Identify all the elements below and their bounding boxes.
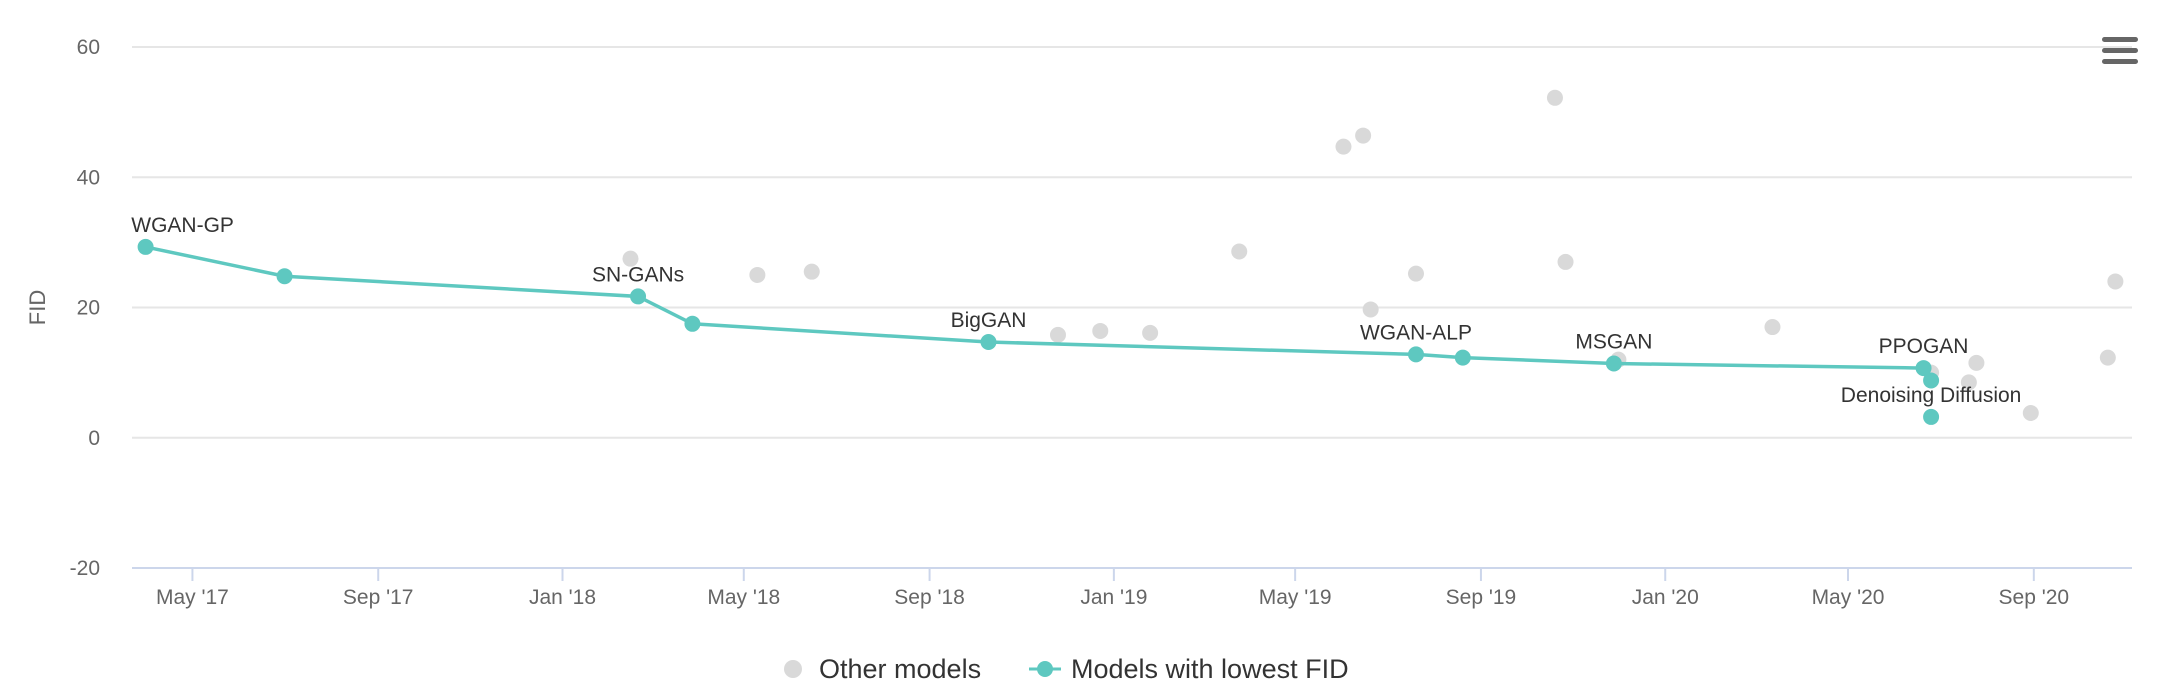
other-model-point[interactable]: [622, 250, 639, 267]
x-tick-label: May '20: [1812, 586, 1885, 609]
lowest-fid-point[interactable]: [137, 238, 154, 255]
other-model-point[interactable]: [1049, 326, 1066, 343]
x-tick-label: Sep '20: [1999, 586, 2070, 609]
lowest-fid-point[interactable]: [1407, 346, 1424, 363]
other-model-point[interactable]: [749, 266, 766, 283]
y-tick-label: 60: [77, 36, 100, 59]
other-model-point[interactable]: [2099, 349, 2116, 366]
y-tick-label: 20: [77, 297, 100, 320]
point-annotation-label: BigGAN: [951, 309, 1027, 332]
lowest-fid-point[interactable]: [1454, 349, 1471, 366]
legend-other-models-label: Other models: [819, 654, 981, 684]
legend-lowest-fid-label: Models with lowest FID: [1071, 654, 1349, 684]
other-model-point[interactable]: [1407, 265, 1424, 282]
grid-lines: [132, 46, 2132, 569]
lowest-fid-point[interactable]: [1923, 372, 1940, 389]
x-tick-label: May '17: [156, 586, 229, 609]
lowest-fid-point[interactable]: [1923, 408, 1940, 425]
legend-other-models-marker: [784, 660, 802, 678]
point-annotation-label: SN-GANs: [592, 263, 684, 286]
other-model-point[interactable]: [1968, 354, 1985, 371]
legend-item-lowest-fid[interactable]: Models with lowest FID: [1029, 654, 1349, 684]
other-model-point[interactable]: [1557, 253, 1574, 270]
y-axis: FID -20 0 20 40 60: [25, 36, 100, 580]
legend-lowest-fid-marker: [1037, 661, 1053, 677]
x-tick-label: May '18: [707, 586, 780, 609]
y-tick-label: 40: [77, 166, 100, 189]
other-model-point[interactable]: [1092, 322, 1109, 339]
other-model-point[interactable]: [1546, 89, 1563, 106]
x-tick-label: Sep '18: [894, 586, 965, 609]
x-axis: May '17 Sep '17 Jan '18 May '18 Sep '18 Jan '…: [132, 567, 2132, 609]
lowest-fid-point[interactable]: [684, 315, 701, 332]
y-tick-label: 0: [88, 427, 100, 450]
x-tick-label: Sep '17: [343, 586, 414, 609]
chart-menu-button[interactable]: [2100, 32, 2140, 68]
other-model-point[interactable]: [1335, 138, 1352, 155]
point-annotation-label: MSGAN: [1575, 331, 1652, 354]
other-model-point[interactable]: [1960, 374, 1977, 391]
legend: Other models Models with lowest FID: [784, 654, 1349, 684]
point-annotation-label: PPOGAN: [1879, 335, 1969, 358]
lowest-fid-point[interactable]: [630, 288, 647, 305]
other-model-point[interactable]: [2107, 273, 2124, 290]
x-tick-label: Jan '18: [529, 586, 596, 609]
x-tick-label: Sep '19: [1446, 586, 1517, 609]
other-model-point[interactable]: [1142, 324, 1159, 341]
other-model-point[interactable]: [1355, 127, 1372, 144]
y-tick-label: -20: [70, 557, 100, 580]
other-model-point[interactable]: [1764, 319, 1781, 336]
point-annotation-label: WGAN-GP: [131, 214, 234, 237]
other-model-point[interactable]: [2022, 405, 2039, 422]
y-axis-title: FID: [25, 290, 50, 325]
x-tick-label: May '19: [1259, 586, 1332, 609]
hamburger-menu-icon: [2102, 37, 2138, 64]
other-model-point[interactable]: [803, 263, 820, 280]
point-annotations: WGAN-GP SN-GANs BigGAN WGAN-ALP MSGAN PPOGAN D…: [131, 214, 2021, 407]
x-tick-label: Jan '20: [1632, 586, 1699, 609]
lowest-fid-point[interactable]: [1915, 360, 1932, 377]
other-model-point[interactable]: [1231, 243, 1248, 260]
lowest-fid-series: [137, 238, 1940, 425]
other-model-point[interactable]: [1362, 301, 1379, 318]
legend-item-other-models[interactable]: Other models: [784, 654, 981, 684]
lowest-fid-point[interactable]: [1605, 355, 1622, 372]
other-models-series: [622, 89, 2124, 422]
x-tick-label: Jan '19: [1080, 586, 1147, 609]
point-annotation-label: Denoising Diffusion: [1841, 384, 2022, 407]
point-annotation-label: WGAN-ALP: [1360, 321, 1472, 344]
lowest-fid-point[interactable]: [276, 268, 293, 285]
lowest-fid-point[interactable]: [980, 334, 997, 351]
